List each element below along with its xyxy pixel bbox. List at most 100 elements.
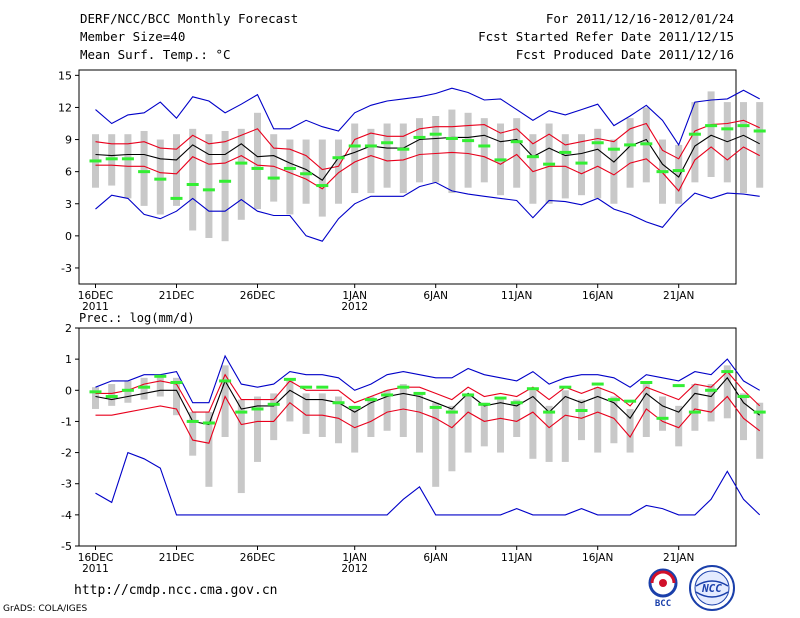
- spread-box: [318, 139, 326, 217]
- x-tick-label: 16JAN: [582, 290, 613, 302]
- observed-marker: [721, 127, 734, 131]
- spread-box: [594, 128, 602, 199]
- footer-url[interactable]: http://cmdp.ncc.cma.gov.cn: [74, 583, 278, 598]
- x-tick-label: 6JAN: [423, 290, 448, 302]
- observed-marker: [381, 141, 394, 145]
- observed-marker: [543, 410, 556, 414]
- observed-marker: [413, 135, 426, 139]
- y-tick-label: -4: [61, 509, 72, 522]
- spread-box: [140, 130, 148, 206]
- x-tick-year: 2011: [82, 563, 109, 575]
- observed-marker: [364, 144, 377, 148]
- spread-box: [464, 393, 472, 453]
- spread-box: [383, 390, 391, 431]
- series-ensemble-max: [95, 354, 760, 404]
- x-tick-year: 2011: [82, 301, 109, 313]
- observed-marker: [283, 377, 296, 381]
- series-upper-spread: [95, 119, 760, 171]
- variable-label: Mean Surf. Temp.: °C: [80, 47, 231, 62]
- x-tick-label: 21JAN: [663, 552, 694, 564]
- observed-marker: [219, 179, 232, 183]
- series-lower-spread: [95, 146, 760, 192]
- series-ensemble-min: [95, 451, 761, 516]
- observed-marker: [591, 382, 604, 386]
- observed-marker: [753, 129, 766, 133]
- spread-box: [237, 399, 245, 494]
- observed-marker: [737, 395, 750, 399]
- observed-marker: [640, 142, 653, 146]
- spread-box: [529, 390, 537, 459]
- start-date: Fcst Started Refer Date 2011/12/15: [478, 29, 734, 44]
- bcc-logo-text: BCC: [655, 599, 671, 608]
- spread-box: [480, 402, 488, 447]
- spread-box: [351, 405, 359, 453]
- observed-marker: [753, 410, 766, 414]
- observed-marker: [445, 410, 458, 414]
- spread-box: [464, 112, 472, 188]
- observed-marker: [381, 393, 394, 397]
- spread-box: [156, 139, 164, 215]
- spread-box: [416, 118, 423, 183]
- spread-box: [578, 399, 585, 441]
- x-tick-label: 21JAN: [663, 290, 694, 302]
- spread-box: [432, 116, 440, 183]
- spread-box: [610, 396, 618, 444]
- chart-title: DERF/NCC/BCC Monthly Forecast: [80, 11, 299, 26]
- x-tick-label: 21DEC: [159, 552, 194, 564]
- spread-box: [92, 387, 99, 409]
- observed-marker: [607, 147, 620, 151]
- observed-marker: [121, 157, 134, 161]
- observed-marker: [89, 390, 102, 394]
- spread-box: [270, 134, 278, 202]
- y-tick-label: -5: [61, 540, 72, 553]
- spread-box: [286, 380, 294, 422]
- spread-box: [189, 412, 197, 456]
- observed-marker: [267, 176, 280, 180]
- observed-marker: [462, 393, 475, 397]
- observed-marker: [413, 391, 426, 395]
- x-tick-year: 2012: [341, 563, 368, 575]
- observed-marker: [656, 170, 669, 174]
- x-tick-label: 16DEC: [78, 552, 113, 564]
- observed-marker: [737, 124, 750, 128]
- observed-marker: [202, 188, 215, 192]
- spread-box: [561, 390, 569, 462]
- observed-marker: [397, 147, 410, 151]
- spread-box: [448, 405, 456, 472]
- spread-box: [140, 377, 148, 400]
- spread-box: [221, 130, 229, 242]
- y-tick-label: -3: [61, 478, 72, 491]
- spread-box: [675, 405, 683, 447]
- observed-marker: [559, 150, 572, 154]
- spread-box: [691, 102, 699, 183]
- spread-box: [254, 396, 261, 462]
- x-tick-label: 26DEC: [240, 290, 275, 302]
- observed-marker: [575, 409, 588, 413]
- spread-box: [497, 399, 504, 453]
- spread-box: [173, 134, 180, 206]
- observed-marker: [672, 384, 685, 388]
- y-tick-label: 2: [65, 322, 72, 335]
- observed-marker: [510, 140, 523, 144]
- observed-marker: [429, 405, 442, 409]
- series-ensemble-min: [95, 181, 760, 242]
- y-tick-label: 6: [65, 166, 72, 179]
- y-tick-label: -1: [61, 415, 72, 428]
- observed-marker: [219, 379, 232, 383]
- observed-marker: [300, 385, 313, 389]
- spread-box: [740, 393, 747, 441]
- spread-box: [205, 134, 213, 238]
- series-upper-spread: [95, 370, 761, 413]
- spread-box: [707, 91, 715, 177]
- observed-marker: [705, 388, 718, 392]
- y-tick-label: 3: [65, 198, 72, 211]
- observed-marker: [154, 374, 167, 378]
- observed-marker: [348, 144, 361, 148]
- observed-marker: [478, 144, 491, 148]
- plot-frame: [78, 69, 737, 285]
- observed-marker: [154, 177, 167, 181]
- spread-box: [383, 123, 391, 188]
- observed-marker: [705, 124, 718, 128]
- spread-box: [610, 139, 618, 204]
